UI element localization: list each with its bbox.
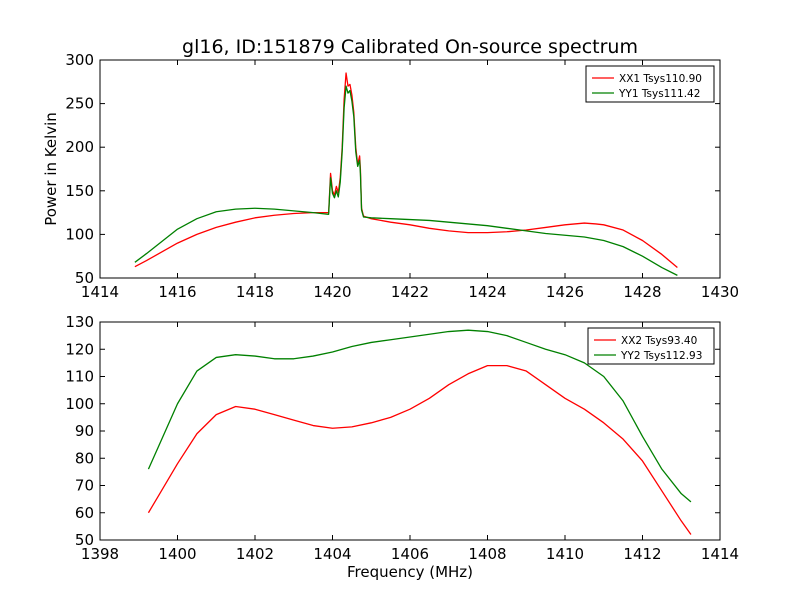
x-tick-label: 1408 <box>468 545 506 563</box>
y-tick-label: 300 <box>65 51 94 69</box>
x-tick-label: 1404 <box>313 545 351 563</box>
y-tick-label: 60 <box>75 504 94 522</box>
x-tick-label: 1414 <box>701 545 739 563</box>
x-tick-label: 1416 <box>158 283 196 301</box>
legend: XX2 Tsys93.40 YY2 Tsys112.93 <box>587 327 715 365</box>
x-tick-label: 1420 <box>313 283 351 301</box>
legend-entry: YY2 Tsys112.93 <box>620 350 702 362</box>
y-tick-label: 110 <box>65 368 94 386</box>
x-tick-label: 1414 <box>81 283 119 301</box>
y-tick-label: 50 <box>75 269 94 287</box>
chart-title: gl16, ID:151879 Calibrated On-source spe… <box>182 36 638 58</box>
y-tick-label: 120 <box>65 340 94 358</box>
y-tick-label: 200 <box>65 138 94 156</box>
bottom-panel: 1398 1400 1402 1404 1406 1408 1410 1412 1414 50 60… <box>65 313 739 581</box>
x-axis-label: Frequency (MHz) <box>347 563 473 581</box>
legend-box <box>587 327 715 365</box>
x-tick-label: 1406 <box>391 545 429 563</box>
x-tick-label: 1424 <box>468 283 506 301</box>
y-tick-label: 100 <box>65 395 94 413</box>
x-tick-label: 1418 <box>236 283 274 301</box>
x-tick-label: 1402 <box>236 545 274 563</box>
y-tick-label: 250 <box>65 95 94 113</box>
x-tick-label: 1410 <box>546 545 584 563</box>
x-tick-label: 1426 <box>546 283 584 301</box>
top-panel: 1414 1416 1418 1420 1422 1424 1426 1428 1430 50 10… <box>42 51 739 301</box>
legend: XX1 Tsys110.90 YY1 Tsys111.42 <box>585 65 715 103</box>
y-tick-label: 90 <box>75 422 94 440</box>
y-axis-label: Power in Kelvin <box>42 112 60 226</box>
x-tick-label: 1412 <box>623 545 661 563</box>
y-tick-label: 50 <box>75 531 94 549</box>
y-tick-label: 80 <box>75 449 94 467</box>
y-tick-label: 70 <box>75 477 94 495</box>
legend-entry: YY1 Tsys111.42 <box>618 88 700 100</box>
series-line-yy1 <box>134 85 678 276</box>
x-tick-label: 1430 <box>701 283 739 301</box>
series-line-yy2 <box>147 329 692 503</box>
x-tick-label: 1400 <box>158 545 196 563</box>
y-tick-label: 130 <box>65 313 94 331</box>
x-tick-label: 1398 <box>81 545 119 563</box>
legend-entry: XX2 Tsys93.40 <box>621 335 697 347</box>
x-tick-label: 1428 <box>623 283 661 301</box>
x-tick-label: 1422 <box>391 283 429 301</box>
legend-entry: XX1 Tsys110.90 <box>619 73 702 85</box>
legend-box <box>585 65 715 103</box>
series-line-xx2 <box>147 364 692 535</box>
y-tick-label: 100 <box>65 225 94 243</box>
y-tick-label: 150 <box>65 182 94 200</box>
